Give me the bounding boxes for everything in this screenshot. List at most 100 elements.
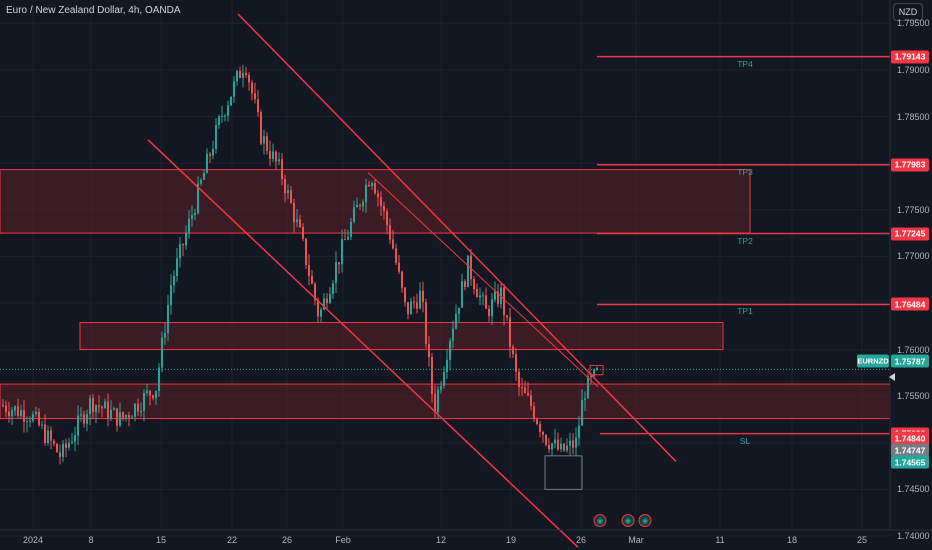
candle-body — [101, 406, 103, 409]
date-tick: 26 — [281, 535, 293, 545]
candle-body — [59, 452, 61, 458]
date-tick: Mar — [628, 535, 644, 545]
candle-body — [176, 258, 178, 276]
candle-body — [323, 298, 325, 310]
candle-body — [167, 304, 169, 334]
candle-body — [530, 395, 532, 407]
candle-body — [74, 435, 76, 442]
candle-body — [122, 412, 124, 418]
currency-button[interactable]: NZD — [893, 3, 923, 21]
event-icon-1[interactable]: ◉ — [593, 514, 607, 527]
candle-body — [317, 300, 319, 317]
candle-body — [404, 287, 406, 303]
candle-body — [38, 411, 40, 426]
level-price-tag: 1.79143 — [891, 50, 929, 64]
candle-body — [482, 295, 484, 297]
candle-body — [68, 442, 70, 448]
candle-body — [374, 183, 376, 194]
candle-body — [116, 408, 118, 426]
candle-body — [188, 218, 190, 233]
current-price-tag: 1.75787 — [891, 354, 929, 368]
candle-body — [422, 290, 424, 303]
candle-body — [56, 443, 58, 453]
candle-body — [257, 99, 259, 113]
candle-body — [332, 283, 334, 294]
candle-body — [200, 180, 202, 184]
candle-body — [2, 405, 4, 407]
candle-body — [479, 295, 481, 298]
candle-body — [353, 207, 355, 222]
price-tick: 1.76000 — [897, 344, 930, 355]
candle-body — [17, 406, 19, 416]
candle-body — [47, 430, 49, 444]
candle-body — [446, 359, 448, 372]
candle-body — [248, 74, 250, 83]
candle-body — [20, 410, 22, 416]
date-tick: 12 — [435, 535, 447, 545]
date-tick: 25 — [856, 535, 868, 545]
candle-body — [140, 410, 142, 412]
candle-body — [272, 151, 274, 159]
candle-body — [494, 291, 496, 300]
price-tick: 1.78500 — [897, 111, 930, 122]
candle-body — [215, 124, 217, 149]
candle-body — [161, 337, 163, 368]
candle-body — [554, 439, 556, 444]
candle-body — [158, 367, 160, 391]
candle-body — [371, 183, 373, 187]
candle-body — [506, 315, 508, 318]
candle-body — [533, 406, 535, 420]
candle-body — [578, 425, 580, 438]
price-tag-1: 1.74840 — [891, 431, 929, 445]
level-price-tag: 1.76484 — [891, 297, 929, 311]
candle-body — [8, 411, 10, 417]
price-tick: 1.74500 — [897, 484, 930, 495]
candle-body — [335, 262, 337, 284]
candle-body — [377, 193, 379, 198]
candle-body — [119, 412, 121, 426]
candle-body — [53, 440, 55, 444]
candle-body — [203, 173, 205, 181]
level-price-tag: 1.77245 — [891, 227, 929, 241]
candle-body — [224, 115, 226, 117]
candle-body — [104, 401, 106, 409]
candle-body — [5, 405, 7, 412]
candle-body — [425, 302, 427, 345]
price-tick: 1.75500 — [897, 391, 930, 402]
scroll-left-icon[interactable] — [889, 373, 895, 381]
event-icon-3[interactable]: ◉ — [638, 514, 652, 527]
candle-body — [347, 236, 349, 240]
candle-body — [488, 308, 490, 317]
price-tag-2: 1.74747 — [891, 443, 929, 457]
candle-body — [107, 401, 109, 419]
candle-body — [368, 184, 370, 187]
candle-body — [32, 414, 34, 421]
candle-body — [137, 403, 139, 412]
candle-body — [359, 204, 361, 207]
candle-body — [173, 275, 175, 286]
candle-body — [413, 301, 415, 303]
candle-body — [11, 410, 13, 417]
candle-body — [275, 151, 277, 162]
supply-demand-zone — [79, 322, 724, 351]
candle-body — [182, 244, 184, 246]
candle-body — [23, 410, 25, 422]
candle-body — [311, 276, 313, 284]
candle-body — [266, 136, 268, 151]
event-icon-2[interactable]: ◉ — [621, 514, 635, 527]
candle-body — [518, 371, 520, 388]
candle-body — [461, 281, 463, 308]
candle-body — [92, 397, 94, 413]
candle-body — [110, 409, 112, 419]
candle-body — [35, 411, 37, 415]
candle-body — [512, 346, 514, 355]
candle-body — [527, 393, 529, 396]
candle-body — [380, 197, 382, 206]
candle-body — [239, 71, 241, 78]
candle-body — [254, 93, 256, 100]
candle-body — [344, 239, 346, 241]
candle-body — [191, 214, 193, 219]
candle-body — [236, 71, 238, 82]
candle-body — [152, 395, 154, 399]
